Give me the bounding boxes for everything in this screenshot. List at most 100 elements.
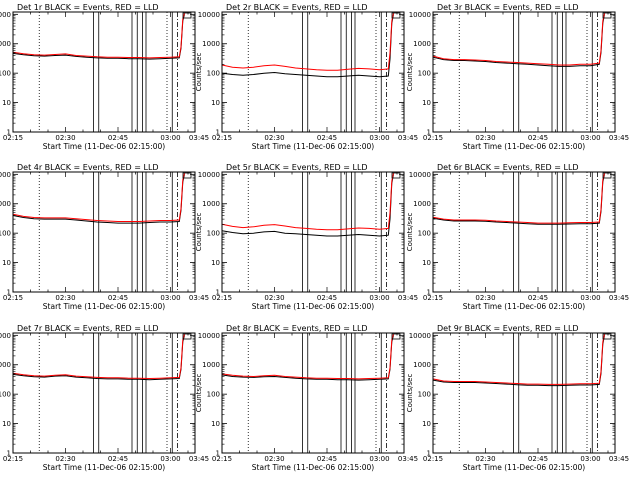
panel-title: Det 5r BLACK = Events, RED = LLD [226, 163, 368, 172]
lld-series-line [12, 12, 185, 59]
panel-title: Det 4r BLACK = Events, RED = LLD [17, 163, 159, 172]
y-tick-label: 1 [7, 450, 11, 458]
events-series-line [221, 335, 394, 381]
plot-frame [432, 171, 616, 293]
x-tick-label: 02:30 [55, 294, 75, 302]
events-series-line [221, 174, 394, 237]
y-tick-label: 100 [207, 391, 220, 399]
x-axis-label: Start Time (11-Dec-06 02:15:00) [252, 142, 374, 151]
y-tick-label: 10000 [0, 171, 11, 179]
y-tick-label: 1 [216, 289, 220, 297]
events-series-line [432, 335, 605, 387]
x-tick-label: 02:30 [264, 455, 284, 463]
panel-8: Det 8r BLACK = Events, RED = LLD 1 10 100 10… [195, 324, 418, 472]
x-tick-label: 03:00 [160, 294, 180, 302]
panel-1: Det 1r BLACK = Events, RED = LLD 1 10 100 10… [0, 3, 209, 151]
y-tick-label: 1000 [0, 40, 11, 48]
y-tick-label: 10000 [198, 171, 220, 179]
x-tick-label: 02:15 [3, 294, 23, 302]
legend-box [602, 172, 612, 179]
legend-box [602, 12, 612, 19]
x-axis-label: Start Time (11-Dec-06 02:15:00) [252, 463, 374, 472]
x-axis-label: Start Time (11-Dec-06 02:15:00) [43, 463, 165, 472]
x-tick-label: 02:15 [212, 294, 232, 302]
x-tick-label: 03:00 [580, 455, 600, 463]
x-tick-label: 03:45 [398, 455, 418, 463]
y-tick-label: 10000 [0, 332, 11, 340]
plot-frame [12, 11, 196, 133]
x-tick-label: 03:45 [189, 294, 209, 302]
y-tick-label: 10 [422, 420, 431, 428]
plot-frame [12, 171, 196, 293]
y-tick-label: 10000 [198, 11, 220, 19]
y-axis-label: Counts/sec [195, 374, 203, 413]
panel-7: Det 7r BLACK = Events, RED = LLD 1 10 100 10… [0, 324, 209, 472]
x-tick-label: 03:00 [580, 294, 600, 302]
x-tick-label: 02:30 [475, 134, 495, 142]
lld-series-line [432, 333, 605, 385]
x-tick-label: 02:15 [423, 134, 443, 142]
panel-4: Det 4r BLACK = Events, RED = LLD 1 10 100 10… [0, 163, 209, 311]
legend-box [182, 333, 192, 340]
y-tick-label: 1 [427, 129, 431, 137]
legend-box [391, 12, 401, 19]
lld-series-line [221, 12, 394, 71]
x-tick-label: 02:15 [212, 455, 232, 463]
x-tick-label: 02:15 [3, 455, 23, 463]
x-tick-label: 03:45 [398, 134, 418, 142]
x-tick-label: 03:00 [580, 134, 600, 142]
legend-box [391, 172, 401, 179]
x-tick-label: 03:00 [369, 455, 389, 463]
x-tick-label: 02:15 [423, 294, 443, 302]
x-tick-label: 02:15 [3, 134, 23, 142]
legend-box [391, 333, 401, 340]
panel-6: Det 6r BLACK = Events, RED = LLD 1 10 100 10… [406, 163, 629, 311]
y-tick-label: 1000 [202, 200, 220, 208]
y-tick-label: 100 [418, 230, 431, 238]
panel-3: Det 3r BLACK = Events, RED = LLD 1 10 100 10… [406, 3, 629, 151]
legend-box [602, 333, 612, 340]
y-tick-label: 1000 [413, 361, 431, 369]
plot-frame [221, 11, 405, 133]
x-tick-label: 02:30 [264, 294, 284, 302]
y-axis-label: Counts/sec [195, 53, 203, 92]
plot-frame [432, 11, 616, 133]
x-tick-label: 03:45 [609, 455, 629, 463]
x-tick-label: 02:45 [317, 455, 337, 463]
panel-title: Det 9r BLACK = Events, RED = LLD [437, 324, 579, 333]
lld-series-line [432, 172, 605, 224]
y-tick-label: 1000 [202, 40, 220, 48]
y-tick-label: 1000 [413, 40, 431, 48]
x-tick-label: 02:15 [423, 455, 443, 463]
y-tick-label: 100 [207, 70, 220, 78]
x-axis-label: Start Time (11-Dec-06 02:15:00) [463, 463, 585, 472]
y-axis-label: Counts/sec [195, 213, 203, 252]
y-tick-label: 1 [216, 450, 220, 458]
plot-frame [221, 332, 405, 454]
x-tick-label: 02:45 [108, 455, 128, 463]
x-axis-label: Start Time (11-Dec-06 02:15:00) [43, 302, 165, 311]
y-tick-label: 100 [0, 391, 11, 399]
panel-title: Det 8r BLACK = Events, RED = LLD [226, 324, 368, 333]
y-tick-label: 1 [7, 289, 11, 297]
x-tick-label: 03:00 [369, 134, 389, 142]
y-tick-label: 10000 [0, 11, 11, 19]
y-tick-label: 100 [0, 70, 11, 78]
plot-frame [12, 332, 196, 454]
y-tick-label: 10 [422, 259, 431, 267]
legend-box [182, 172, 192, 179]
events-series-line [12, 335, 185, 381]
x-tick-label: 02:30 [55, 455, 75, 463]
y-tick-label: 10 [2, 420, 11, 428]
y-tick-label: 100 [207, 230, 220, 238]
x-tick-label: 02:45 [528, 294, 548, 302]
events-series-line [12, 174, 185, 224]
x-tick-label: 02:45 [528, 455, 548, 463]
y-axis-label: Counts/sec [406, 213, 414, 252]
x-tick-label: 02:45 [317, 134, 337, 142]
x-axis-label: Start Time (11-Dec-06 02:15:00) [252, 302, 374, 311]
x-axis-label: Start Time (11-Dec-06 02:15:00) [463, 302, 585, 311]
y-tick-label: 1000 [413, 200, 431, 208]
y-tick-label: 100 [418, 70, 431, 78]
